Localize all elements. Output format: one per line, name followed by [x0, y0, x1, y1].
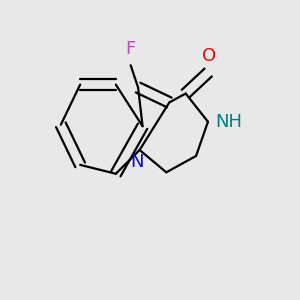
Text: NH: NH [215, 113, 242, 131]
Text: F: F [126, 40, 136, 58]
Text: O: O [202, 47, 217, 65]
Text: N: N [130, 153, 143, 171]
